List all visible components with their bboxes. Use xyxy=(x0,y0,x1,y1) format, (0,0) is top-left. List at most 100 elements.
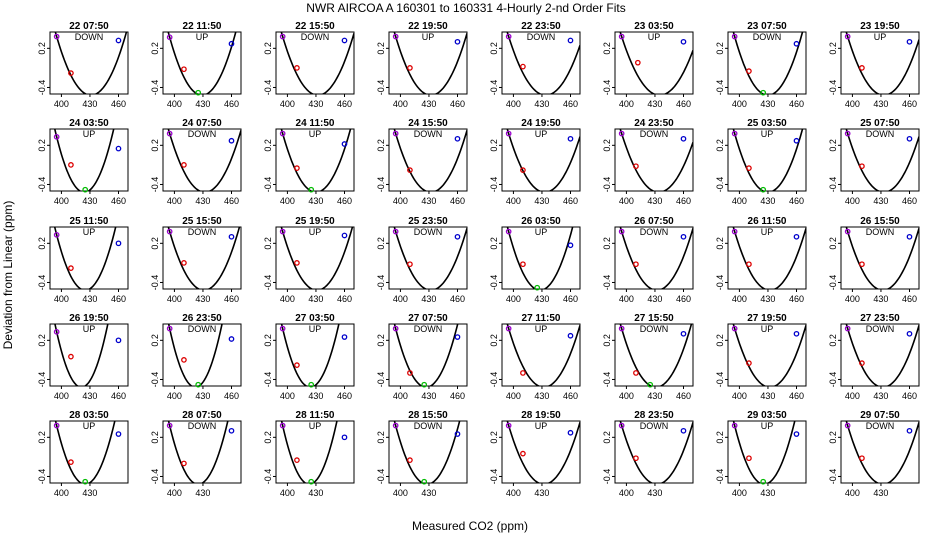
y-tick-label: 0.2 xyxy=(263,334,273,347)
fit-curve xyxy=(54,324,109,386)
panel-frame xyxy=(727,323,807,387)
x-tick-label: 460 xyxy=(789,196,804,206)
fit-curve xyxy=(280,129,352,191)
x-tick-label: 460 xyxy=(111,196,126,206)
x-tick-label: 400 xyxy=(845,196,860,206)
green-point xyxy=(534,284,541,291)
x-tick-label: 460 xyxy=(224,196,239,206)
x-tick-label: 400 xyxy=(506,294,521,304)
y-tick-label: 0.2 xyxy=(37,334,47,347)
direction-label: DOWN xyxy=(414,227,443,237)
x-tick-label: 430 xyxy=(82,99,97,109)
panel-title: 28 07:50 xyxy=(182,410,222,421)
x-tick-label: 400 xyxy=(393,196,408,206)
panel-title: 22 23:50 xyxy=(521,21,561,32)
x-tick-label: 400 xyxy=(732,196,747,206)
x-tick-label: 460 xyxy=(902,99,917,109)
x-tick-label: 430 xyxy=(873,99,888,109)
y-tick-label: -0.4 xyxy=(376,80,386,96)
fit-curve xyxy=(167,32,237,94)
x-tick-label: 460 xyxy=(337,196,352,206)
fit-curve xyxy=(393,227,467,289)
blue-point xyxy=(680,233,687,240)
panel-frame xyxy=(727,420,807,484)
x-tick-label: 460 xyxy=(224,294,239,304)
purple-point xyxy=(279,325,286,332)
y-tick-label: -0.4 xyxy=(602,177,612,193)
panel-frame xyxy=(162,323,242,387)
direction-label: UP xyxy=(83,129,96,139)
green-point xyxy=(195,89,202,96)
panel-title: 28 19:50 xyxy=(521,410,561,421)
red-point xyxy=(181,66,187,73)
y-tick-label: 0.2 xyxy=(37,237,47,250)
purple-point xyxy=(731,422,738,429)
fit-curve xyxy=(280,421,338,483)
x-tick-label: 460 xyxy=(676,294,691,304)
panel-title: 28 03:50 xyxy=(69,410,109,421)
y-tick-label: -0.4 xyxy=(715,469,725,485)
blue-point xyxy=(906,135,913,142)
panel-frame xyxy=(388,31,468,95)
panel-frame xyxy=(49,226,129,290)
fit-curve xyxy=(393,32,467,94)
y-tick-label: 0.2 xyxy=(376,334,386,347)
x-tick-label: 400 xyxy=(732,488,747,498)
x-tick-label: 460 xyxy=(676,99,691,109)
blue-point xyxy=(341,334,348,340)
x-tick-label: 430 xyxy=(195,99,210,109)
direction-label: DOWN xyxy=(640,129,669,139)
fit-curve xyxy=(732,324,806,386)
y-tick-label: 0.2 xyxy=(150,42,160,55)
red-point xyxy=(746,165,752,172)
y-tick-label: -0.4 xyxy=(263,469,273,485)
green-point xyxy=(760,186,767,193)
purple-point xyxy=(618,325,625,332)
panel-title: 29 07:50 xyxy=(860,410,900,421)
purple-point xyxy=(618,228,625,235)
y-tick-label: -0.4 xyxy=(150,80,160,96)
direction-label: DOWN xyxy=(753,32,782,42)
x-tick-label: 460 xyxy=(676,196,691,206)
x-tick-label: 430 xyxy=(647,391,662,401)
y-tick-label: -0.4 xyxy=(489,177,499,193)
purple-point xyxy=(166,34,173,41)
purple-point xyxy=(166,130,173,137)
panel-frame xyxy=(49,420,129,484)
x-tick-label: 460 xyxy=(111,99,126,109)
blue-point xyxy=(793,233,800,240)
purple-point xyxy=(505,325,512,332)
red-point xyxy=(859,163,865,170)
blue-point xyxy=(115,37,122,44)
y-tick-label: 0.2 xyxy=(602,139,612,152)
panel-title: 28 23:50 xyxy=(634,410,674,421)
red-point xyxy=(68,353,74,360)
direction-label: DOWN xyxy=(866,324,895,334)
purple-point xyxy=(279,228,286,235)
panel-title: 27 03:50 xyxy=(295,313,335,324)
x-tick-label: 430 xyxy=(308,294,323,304)
y-tick-label: -0.4 xyxy=(489,469,499,485)
panel-title: 28 11:50 xyxy=(296,410,335,421)
fit-curve xyxy=(732,421,796,483)
direction-label: DOWN xyxy=(188,227,217,237)
y-tick-label: -0.4 xyxy=(602,80,612,96)
fit-curve xyxy=(619,227,693,289)
purple-point xyxy=(731,130,738,137)
x-tick-label: 400 xyxy=(54,294,69,304)
purple-point xyxy=(505,130,512,137)
x-tick-label: 460 xyxy=(111,391,126,401)
red-point xyxy=(746,68,752,75)
fit-curve xyxy=(732,129,804,191)
panel-title: 29 03:50 xyxy=(747,410,787,421)
red-point xyxy=(294,260,300,266)
panel-frame xyxy=(840,128,920,192)
green-point xyxy=(760,89,767,96)
y-tick-label: 0.2 xyxy=(263,139,273,152)
